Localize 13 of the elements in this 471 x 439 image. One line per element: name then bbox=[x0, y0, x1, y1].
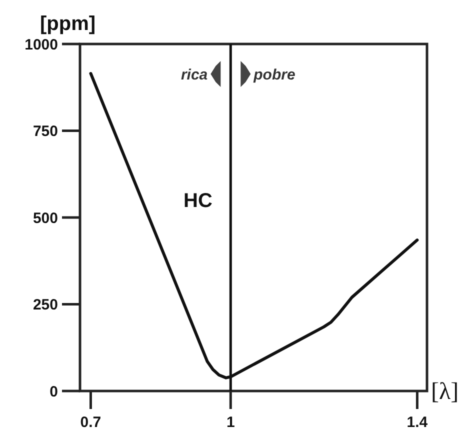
y-axis-title: [ppm] bbox=[40, 13, 96, 35]
y-tick-label: 1000 bbox=[24, 36, 58, 54]
annotation: HC bbox=[184, 190, 212, 212]
x-tick-label: 0.7 bbox=[80, 414, 102, 431]
y-tick-label: 750 bbox=[32, 123, 58, 140]
x-tick-label: 1.4 bbox=[406, 414, 428, 431]
y-tick-label: 500 bbox=[32, 210, 58, 227]
annotation: rica bbox=[180, 66, 208, 84]
y-tick-label: 0 bbox=[50, 383, 58, 400]
x-tick-label: 1 bbox=[226, 414, 235, 431]
y-tick-label: 250 bbox=[32, 296, 58, 314]
annotation: pobre bbox=[252, 66, 296, 84]
x-axis-title: [λ] bbox=[431, 379, 459, 405]
